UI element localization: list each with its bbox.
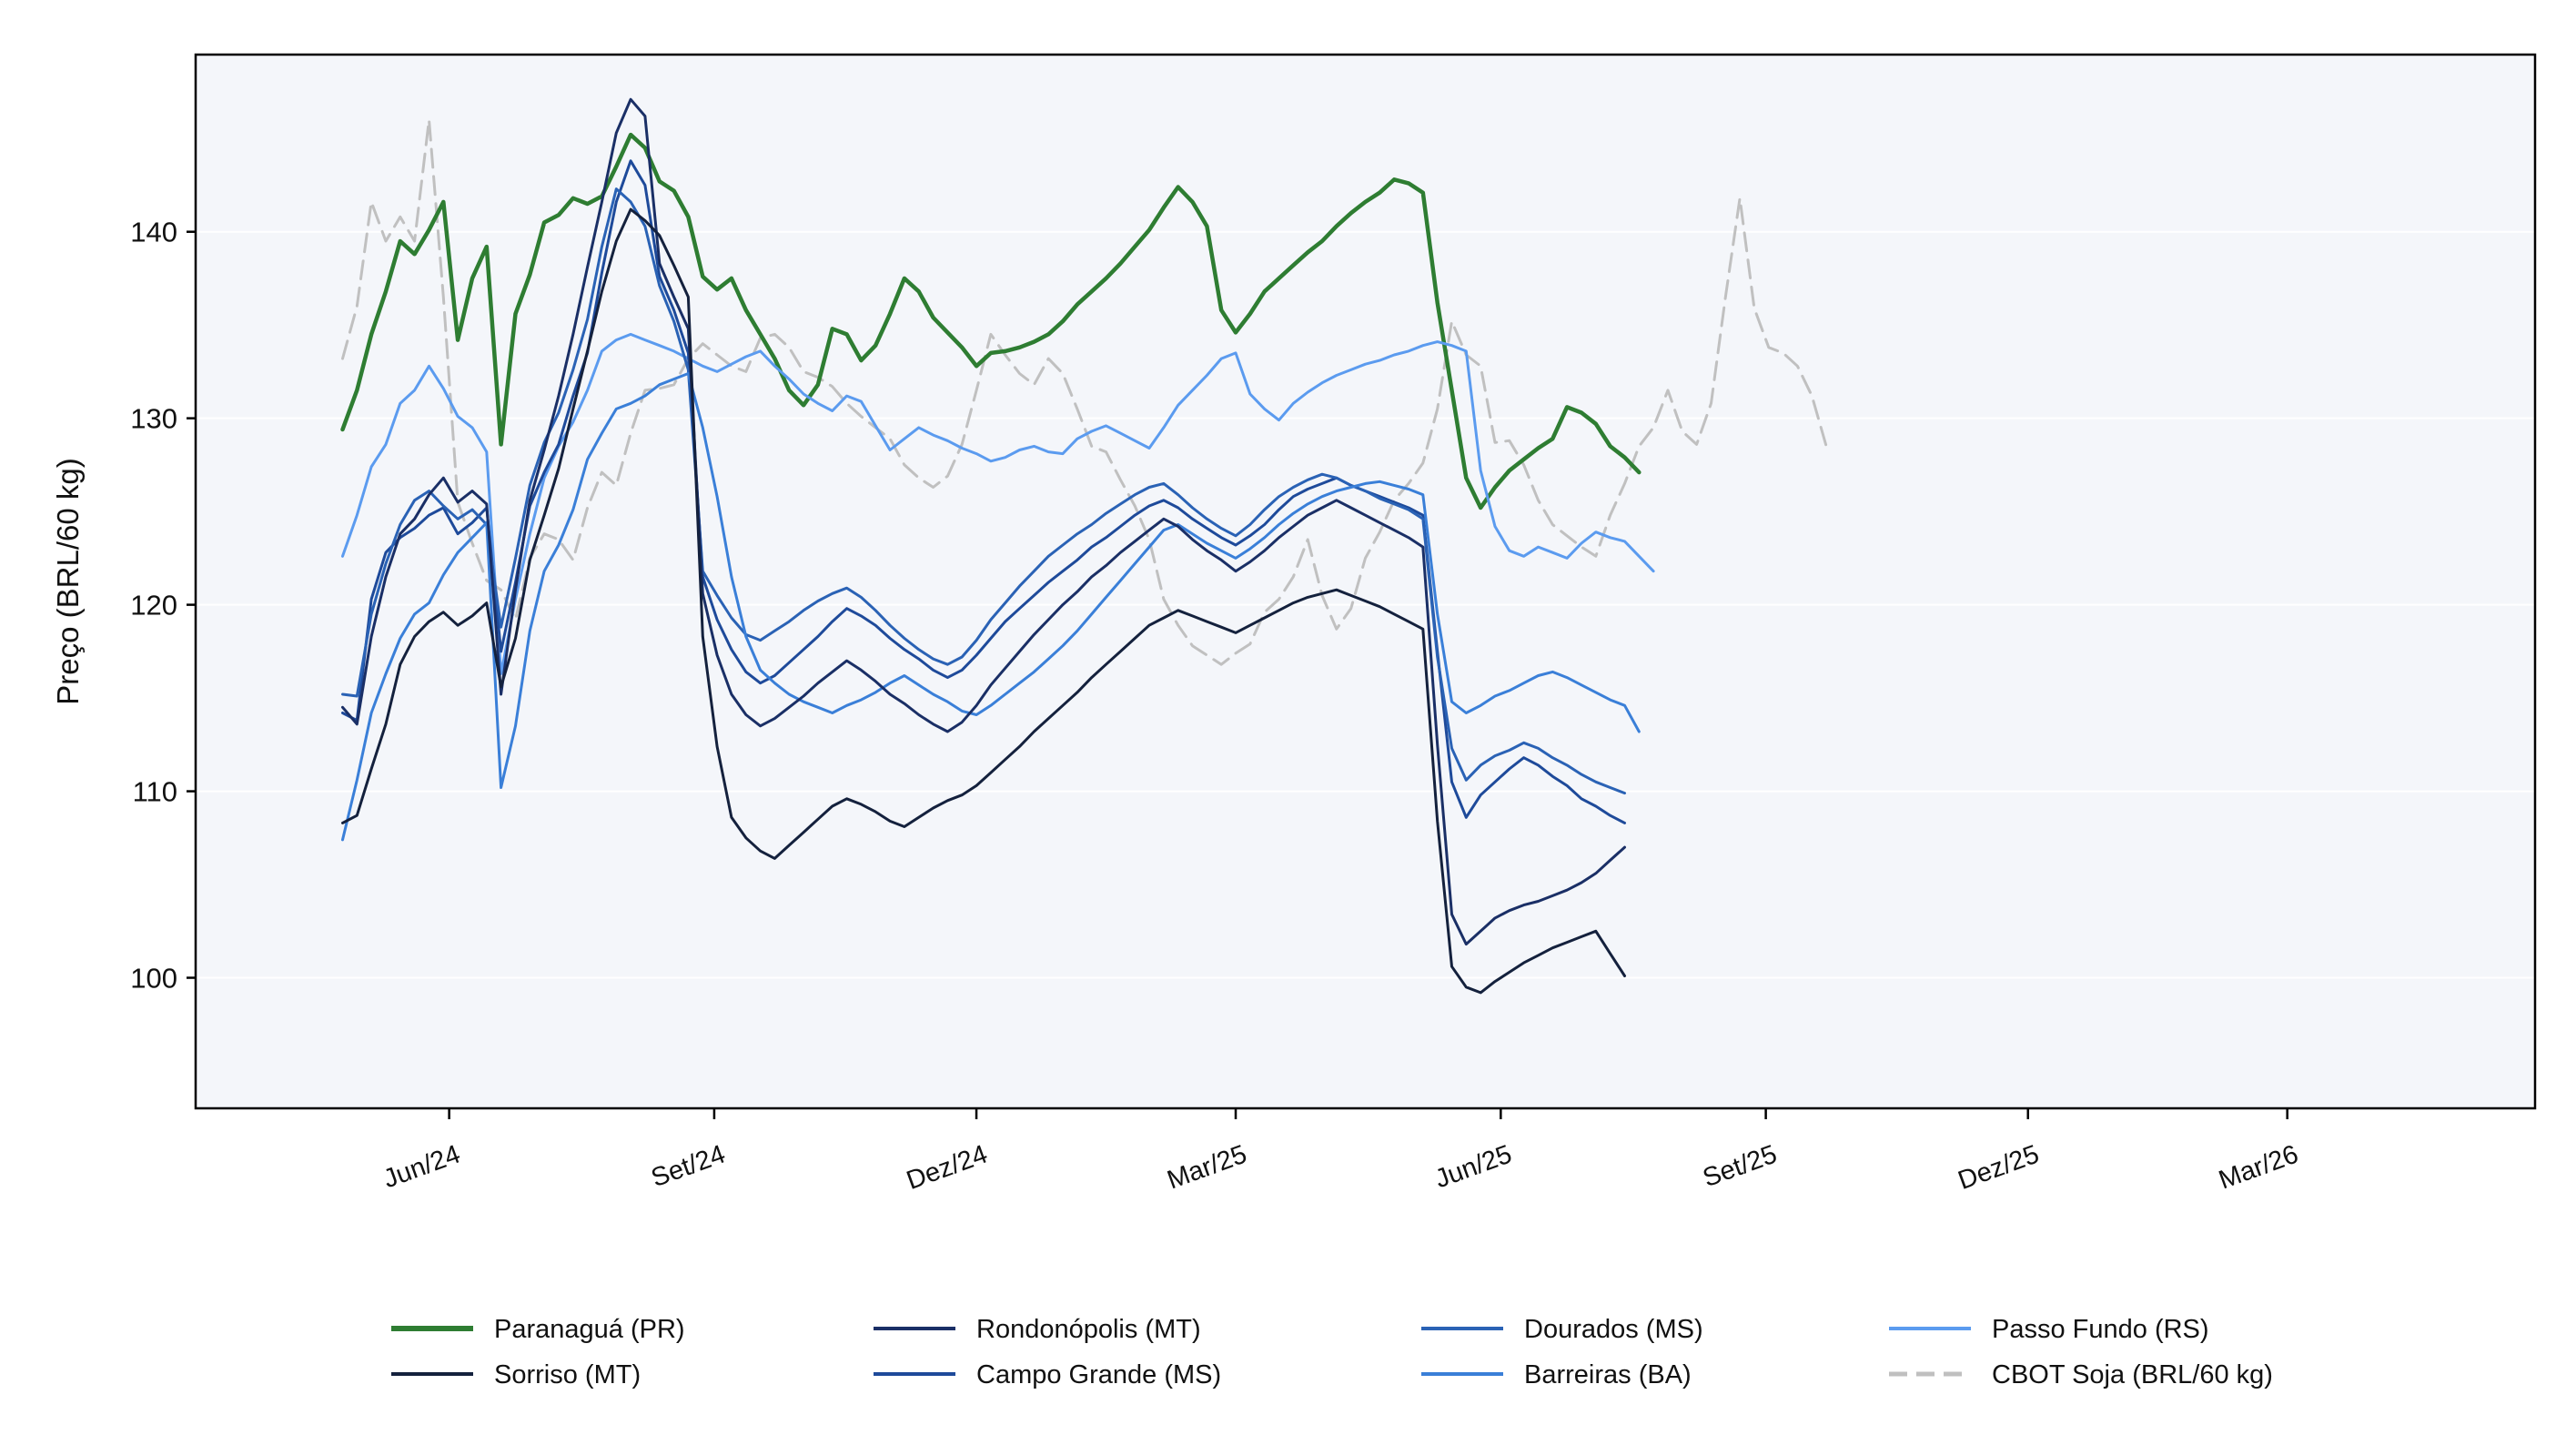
legend-item: Sorriso (MT) xyxy=(391,1360,641,1389)
y-tick-label: 110 xyxy=(133,776,177,808)
gridlines xyxy=(196,230,2535,979)
legend-label: Barreiras (BA) xyxy=(1524,1360,1692,1389)
series-line xyxy=(341,97,1626,946)
legend-item: CBOT Soja (BRL/60 kg) xyxy=(1889,1360,2273,1389)
y-axis: 100 110 120 130 140 xyxy=(130,217,196,995)
legend-label: Passo Fundo (RS) xyxy=(1992,1315,2209,1344)
y-tick-label: 100 xyxy=(130,963,177,995)
legend-item: Rondonópolis (MT) xyxy=(874,1315,1201,1344)
series-line xyxy=(341,187,1626,795)
series-line xyxy=(341,332,1655,675)
legend-item: Campo Grande (MS) xyxy=(874,1360,1221,1389)
legend-label: Campo Grande (MS) xyxy=(976,1360,1221,1389)
plot-area xyxy=(196,55,2535,1108)
legend-item: Passo Fundo (RS) xyxy=(1889,1315,2209,1344)
y-axis-label: Preço (BRL/60 kg) xyxy=(51,458,85,704)
series-line xyxy=(341,159,1626,824)
y-tick-label: 120 xyxy=(130,590,177,621)
legend-label: Paranaguá (PR) xyxy=(494,1315,685,1344)
series-line xyxy=(340,132,1642,510)
legend-item: Barreiras (BA) xyxy=(1421,1360,1692,1389)
y-tick-label: 140 xyxy=(130,217,177,248)
plot-frame xyxy=(194,53,2537,1110)
legend-label: Rondonópolis (MT) xyxy=(976,1315,1201,1344)
legend-label: CBOT Soja (BRL/60 kg) xyxy=(1992,1360,2273,1389)
legend: Paranaguá (PR) Sorriso (MT) Rondonópolis (… xyxy=(391,1315,2273,1389)
legend-label: Sorriso (MT) xyxy=(494,1360,641,1389)
series-line xyxy=(341,207,1626,995)
legend-item: Dourados (MS) xyxy=(1421,1315,1703,1344)
legend-item: Paranaguá (PR) xyxy=(391,1315,685,1344)
series-line xyxy=(341,372,1641,842)
legend-label: Dourados (MS) xyxy=(1524,1315,1703,1344)
series-lines xyxy=(340,97,1828,995)
y-tick-label: 130 xyxy=(130,403,177,435)
